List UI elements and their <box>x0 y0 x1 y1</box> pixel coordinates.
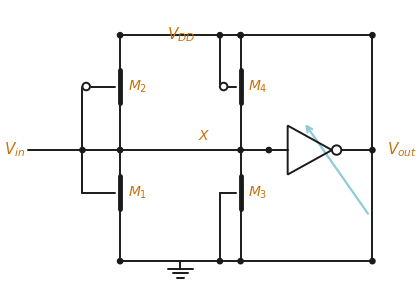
Text: $M_4$: $M_4$ <box>248 78 268 95</box>
Circle shape <box>118 259 123 264</box>
Circle shape <box>220 83 227 90</box>
Circle shape <box>370 259 375 264</box>
Circle shape <box>118 33 123 38</box>
Circle shape <box>82 83 90 90</box>
Circle shape <box>370 147 375 153</box>
Text: $X$: $X$ <box>198 129 210 143</box>
Text: $V_{in}$: $V_{in}$ <box>4 141 25 159</box>
Text: $V_{DD}$: $V_{DD}$ <box>167 26 195 44</box>
Circle shape <box>332 145 341 155</box>
Circle shape <box>238 33 243 38</box>
Text: $M_2$: $M_2$ <box>128 78 147 95</box>
Circle shape <box>118 147 123 153</box>
Circle shape <box>217 33 223 38</box>
Circle shape <box>238 259 243 264</box>
Text: $M_3$: $M_3$ <box>248 185 268 201</box>
Circle shape <box>238 33 243 38</box>
Circle shape <box>217 259 223 264</box>
Circle shape <box>266 147 271 153</box>
Text: $V_{out}$: $V_{out}$ <box>386 141 417 159</box>
Text: $M_1$: $M_1$ <box>128 185 147 201</box>
Circle shape <box>370 33 375 38</box>
Circle shape <box>80 147 85 153</box>
Circle shape <box>238 147 243 153</box>
